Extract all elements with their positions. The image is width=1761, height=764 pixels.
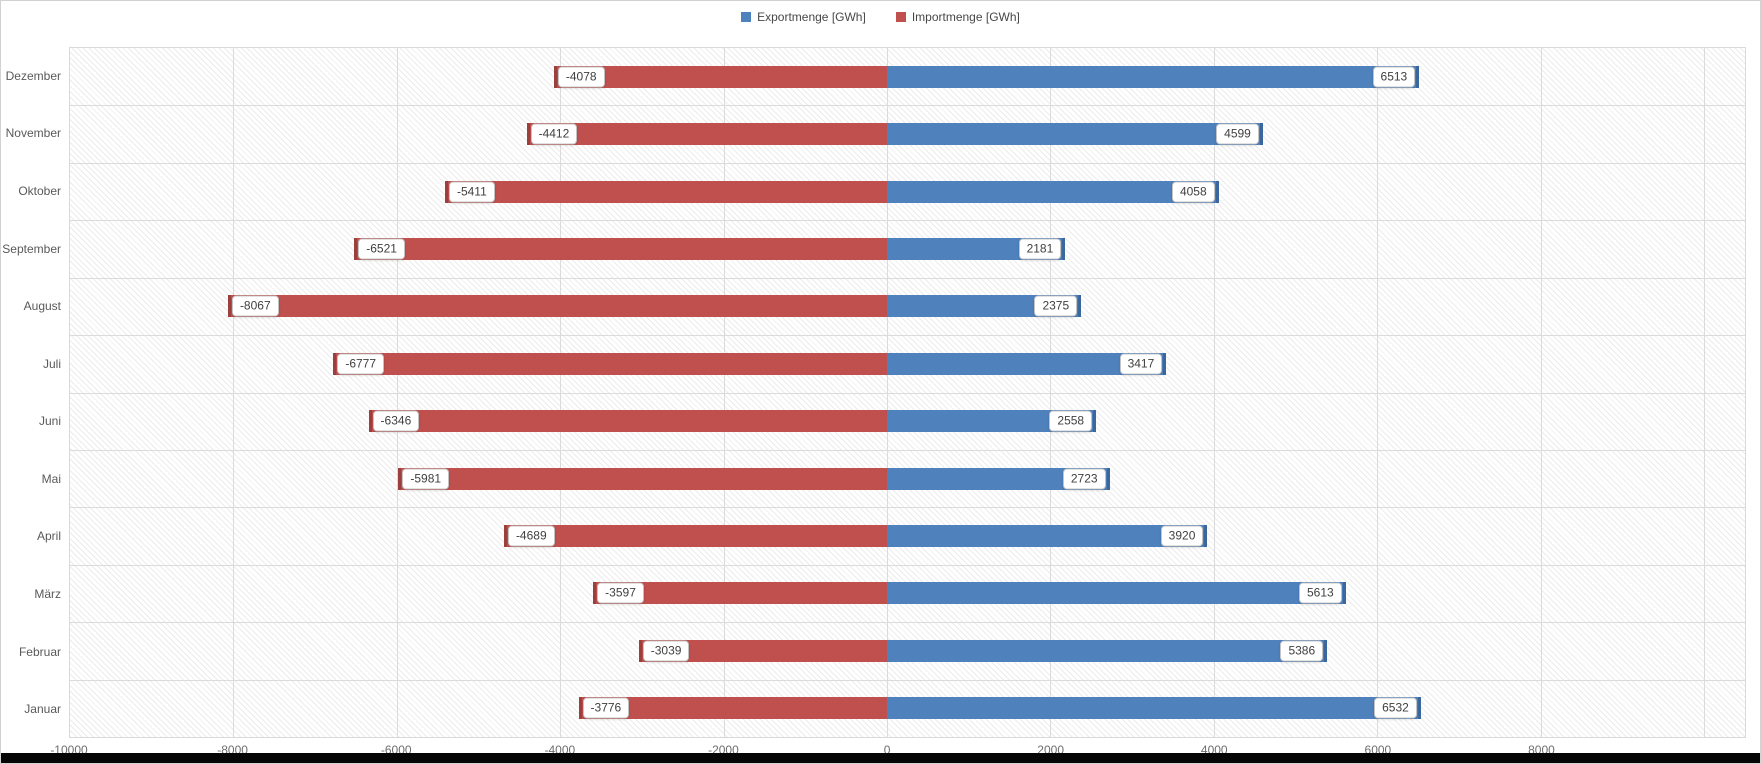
bar-value-label: 4058 — [1171, 181, 1215, 203]
category-label: Juni — [38, 414, 61, 429]
bar-export[interactable] — [887, 582, 1346, 605]
gridline — [70, 449, 1745, 451]
bar-import[interactable] — [578, 697, 888, 720]
x-tick-label: 0 — [883, 743, 891, 757]
legend: Exportmenge [GWh] Importmenge [GWh] — [1, 10, 1760, 24]
gridline — [70, 564, 1745, 566]
chart-row: 4058 -5411 — [70, 163, 1745, 220]
bar-import[interactable] — [553, 65, 888, 88]
bar-export[interactable] — [887, 123, 1263, 146]
bar-value-label: 2181 — [1018, 238, 1062, 260]
gridline — [70, 392, 1745, 394]
category-label: September — [2, 241, 61, 256]
gridline — [70, 105, 1745, 107]
bar-value-label: -4412 — [530, 123, 578, 145]
category-label: Mai — [41, 471, 61, 486]
gridline — [70, 679, 1745, 681]
chart-row: 2723 -5981 — [70, 450, 1745, 507]
plot-area: 6513 -4078 4599 -4412 4058 -5411 2181 -6521 2375… — [69, 47, 1746, 738]
bar-value-label: 2375 — [1034, 295, 1078, 317]
bar-export[interactable] — [887, 180, 1219, 203]
chart-row: 4599 -4412 — [70, 105, 1745, 162]
bar-value-label: -3039 — [642, 640, 690, 662]
bar-value-label: -6777 — [337, 353, 385, 375]
bar-export[interactable] — [887, 352, 1167, 375]
bar-value-label: 6532 — [1374, 697, 1417, 719]
bar-import[interactable] — [503, 525, 888, 548]
bar-import[interactable] — [526, 123, 888, 146]
category-label: Dezember — [5, 68, 61, 83]
gridline — [70, 507, 1745, 509]
bar-export[interactable] — [887, 410, 1097, 433]
bar-export[interactable] — [887, 65, 1420, 88]
category-label: November — [5, 126, 61, 141]
category-label: Juli — [42, 356, 61, 371]
chart-row: 2375 -8067 — [70, 278, 1745, 335]
bar-export[interactable] — [887, 467, 1110, 490]
bar-value-label: 5613 — [1299, 582, 1342, 604]
bar-value-label: -4078 — [557, 66, 605, 88]
chart-row: 6532 -3776 — [70, 680, 1745, 737]
bar-value-label: 3417 — [1119, 353, 1163, 375]
bar-value-label: 4599 — [1216, 123, 1259, 145]
legend-label-import: Importmenge [GWh] — [911, 10, 1020, 24]
chart-row: 3920 -4689 — [70, 507, 1745, 564]
bar-import[interactable] — [398, 467, 888, 490]
bar-value-label: 6513 — [1372, 66, 1416, 88]
bar-import[interactable] — [444, 180, 888, 203]
category-label: Januar — [24, 702, 61, 717]
bar-value-label: -6521 — [358, 238, 405, 260]
legend-item-import[interactable]: Importmenge [GWh] — [895, 10, 1020, 24]
bar-value-label: -5981 — [402, 468, 450, 490]
chart-row: 5613 -3597 — [70, 565, 1745, 622]
bar-value-label: 5386 — [1280, 640, 1324, 662]
chart-row: 2558 -6346 — [70, 393, 1745, 450]
bar-value-label: -3776 — [582, 697, 630, 719]
chart-row: 5386 -3039 — [70, 622, 1745, 679]
bar-value-label: -6346 — [372, 410, 420, 432]
bar-import[interactable] — [638, 639, 888, 662]
bar-value-label: -3597 — [597, 582, 644, 604]
category-label: März — [34, 587, 61, 602]
category-label: Oktober — [18, 183, 61, 198]
gridline — [70, 335, 1745, 337]
category-label: April — [36, 529, 61, 544]
bar-export[interactable] — [887, 525, 1208, 548]
gridline — [70, 162, 1745, 164]
category-axis: Dezember November Oktober September August Ju… — [1, 47, 65, 738]
bar-import[interactable] — [368, 410, 888, 433]
bottom-black-strip — [1, 753, 1760, 763]
bar-export[interactable] — [887, 697, 1421, 720]
bar-value-label: 2723 — [1062, 468, 1106, 490]
bar-export[interactable] — [887, 295, 1082, 318]
category-label: August — [23, 299, 61, 314]
bar-value-label: -8067 — [231, 295, 279, 317]
chart-row: 6513 -4078 — [70, 48, 1745, 105]
category-label: Februar — [18, 644, 61, 659]
bar-import[interactable] — [593, 582, 888, 605]
bar-export[interactable] — [887, 639, 1328, 662]
bar-import[interactable] — [333, 352, 888, 375]
gridline — [70, 622, 1745, 624]
gridline — [70, 220, 1745, 222]
bar-import[interactable] — [354, 237, 888, 260]
bar-import[interactable] — [227, 295, 888, 318]
chart-row: 3417 -6777 — [70, 335, 1745, 392]
bar-value-label: -5411 — [448, 181, 495, 203]
bar-value-label: 3920 — [1160, 525, 1204, 547]
legend-swatch-export-icon — [741, 12, 752, 22]
legend-item-export[interactable]: Exportmenge [GWh] — [741, 10, 866, 24]
bar-value-label: 2558 — [1049, 410, 1093, 432]
legend-swatch-import-icon — [895, 12, 906, 22]
bar-value-label: -4689 — [507, 525, 555, 547]
gridline — [70, 277, 1745, 279]
chart-row: 2181 -6521 — [70, 220, 1745, 277]
legend-label-export: Exportmenge [GWh] — [757, 10, 866, 24]
